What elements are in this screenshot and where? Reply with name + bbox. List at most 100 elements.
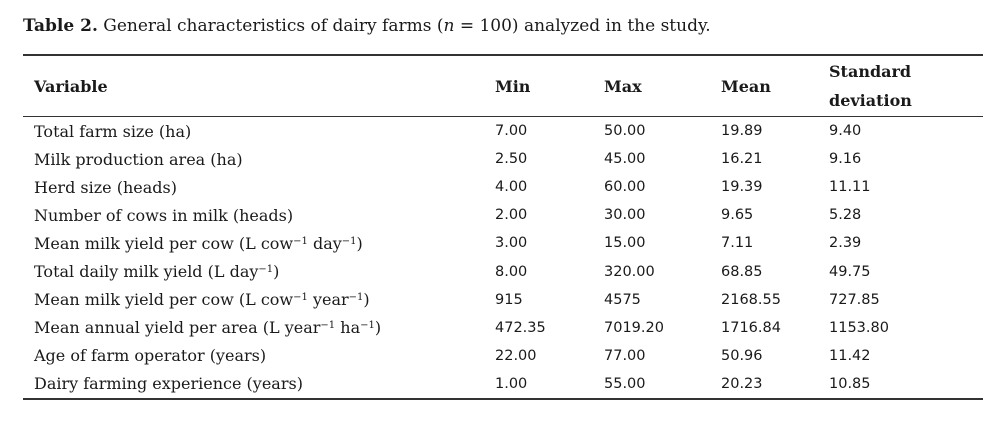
table-row: Number of cows in milk (heads) 2.00 30.00 9…	[23, 201, 983, 229]
sd-value: 1153.80	[829, 319, 889, 336]
variable-label: Mean milk yield per cow (L cow	[34, 290, 294, 310]
sd-value: 727.85	[829, 291, 880, 308]
min-value: 8.00	[495, 263, 528, 280]
sd-value: 11.42	[829, 347, 871, 364]
sd-value: 10.85	[829, 375, 871, 392]
variable-label: Dairy farming experience (years)	[34, 374, 303, 394]
max-value: 55.00	[604, 375, 646, 392]
max-value: 77.00	[604, 347, 646, 364]
unit-exponent: −1	[258, 264, 274, 276]
caption-n-symbol: n	[443, 16, 455, 36]
unit-exponent: −1	[360, 320, 375, 332]
max-value: 320.00	[604, 263, 655, 280]
unit-exponent: −1	[293, 292, 308, 304]
variable-cell: Dairy farming experience (years)	[23, 370, 495, 399]
mean-value: 19.39	[721, 179, 763, 196]
mean-value: 7.11	[721, 235, 754, 252]
unit-text: day	[307, 233, 342, 253]
unit-exponent: −1	[341, 235, 357, 247]
variable-cell: Mean milk yield per cow (L cow−1 year−1)	[23, 286, 495, 314]
max-value: 7019.20	[604, 319, 664, 336]
sd-value: 9.16	[829, 151, 862, 168]
min-value: 472.35	[495, 319, 546, 336]
mean-value: 68.85	[721, 263, 763, 280]
unit-exponent: −1	[320, 320, 336, 332]
caption-text-after: = 100) analyzed in the study.	[454, 16, 711, 36]
unit-exponent: −1	[293, 235, 308, 247]
header-row: Variable Min Max Mean Standard deviation	[23, 55, 983, 117]
min-value: 22.00	[495, 347, 537, 364]
max-value: 15.00	[604, 235, 646, 252]
table-label: Table 2.	[23, 16, 98, 36]
table-row: Milk production area (ha) 2.50 45.00 16.21 9…	[23, 145, 983, 173]
max-value: 30.00	[604, 207, 646, 224]
mean-value: 20.23	[721, 375, 763, 392]
min-value: 1.00	[495, 375, 528, 392]
sd-value: 11.11	[829, 179, 871, 196]
header-mean: Mean	[721, 76, 771, 96]
variable-label: Total daily milk yield (L day	[34, 262, 259, 282]
variable-label: Milk production area (ha)	[34, 149, 243, 169]
table-row: Total daily milk yield (L day−1) 8.00 320.…	[23, 257, 983, 285]
table-row: Dairy farming experience (years) 1.00 55.0…	[23, 370, 983, 399]
table-body: Total farm size (ha) 7.00 50.00 19.89 9.40 Mi…	[23, 117, 983, 399]
sd-value: 9.40	[829, 123, 862, 140]
table-row: Herd size (heads) 4.00 60.00 19.39 11.11	[23, 173, 983, 201]
unit-text: year	[307, 290, 349, 310]
min-value: 2.00	[495, 207, 528, 224]
sd-value: 5.28	[829, 207, 862, 224]
caption-text-before: General characteristics of dairy farms (	[103, 16, 444, 36]
mean-value: 16.21	[721, 151, 763, 168]
header-max: Max	[604, 76, 642, 96]
header-sd-line1: Standard	[829, 62, 912, 81]
mean-value: 1716.84	[721, 319, 781, 336]
table-row: Mean annual yield per area (L year−1 ha−…	[23, 314, 983, 342]
variable-label: Mean milk yield per cow (L cow	[34, 233, 294, 253]
variable-label: Number of cows in milk (heads)	[34, 205, 294, 225]
unit-text: )	[374, 318, 382, 338]
variable-cell: Total daily milk yield (L day−1)	[23, 257, 495, 285]
variable-cell: Milk production area (ha)	[23, 145, 495, 173]
header-sd-line2: deviation	[829, 91, 912, 110]
max-value: 45.00	[604, 151, 646, 168]
min-value: 7.00	[495, 123, 528, 140]
max-value: 50.00	[604, 123, 646, 140]
min-value: 4.00	[495, 179, 528, 196]
header-min: Min	[495, 76, 531, 96]
min-value: 2.50	[495, 151, 528, 168]
variable-label: Age of farm operator (years)	[34, 346, 267, 366]
sd-value: 2.39	[829, 235, 862, 252]
table-row: Mean milk yield per cow (L cow−1 day−1) 3…	[23, 229, 983, 257]
variable-cell: Age of farm operator (years)	[23, 342, 495, 370]
unit-text: )	[356, 233, 363, 253]
mean-value: 50.96	[721, 347, 763, 364]
variable-cell: Number of cows in milk (heads)	[23, 201, 495, 229]
mean-value: 9.65	[721, 207, 754, 224]
unit-text: )	[273, 262, 280, 282]
table-row: Total farm size (ha) 7.00 50.00 19.89 9.40	[23, 117, 983, 146]
variable-cell: Mean annual yield per area (L year−1 ha−…	[23, 314, 495, 342]
max-value: 60.00	[604, 179, 646, 196]
variable-label: Herd size (heads)	[34, 177, 177, 197]
table-caption: Table 2. General characteristics of dair…	[23, 14, 983, 38]
table-row: Mean milk yield per cow (L cow−1 year−1)…	[23, 286, 983, 314]
unit-text: )	[363, 290, 370, 310]
unit-exponent: −1	[348, 292, 364, 304]
table-container: Table 2. General characteristics of dair…	[23, 14, 983, 399]
mean-value: 19.89	[721, 123, 763, 140]
min-value: 915	[495, 291, 523, 308]
mean-value: 2168.55	[721, 291, 781, 308]
variable-cell: Herd size (heads)	[23, 173, 495, 201]
min-value: 3.00	[495, 235, 528, 252]
unit-text: ha	[335, 318, 361, 338]
sd-value: 49.75	[829, 263, 871, 280]
header-variable: Variable	[34, 76, 108, 96]
data-table: Variable Min Max Mean Standard deviation …	[23, 54, 983, 400]
variable-cell: Total farm size (ha)	[23, 117, 495, 146]
header-standard-deviation: Standard deviation	[829, 55, 983, 117]
variable-label: Total farm size (ha)	[34, 121, 192, 141]
variable-cell: Mean milk yield per cow (L cow−1 day−1)	[23, 229, 495, 257]
max-value: 4575	[604, 291, 641, 308]
variable-label: Mean annual yield per area (L year	[34, 318, 321, 338]
table-row: Age of farm operator (years) 22.00 77.00 50…	[23, 342, 983, 370]
